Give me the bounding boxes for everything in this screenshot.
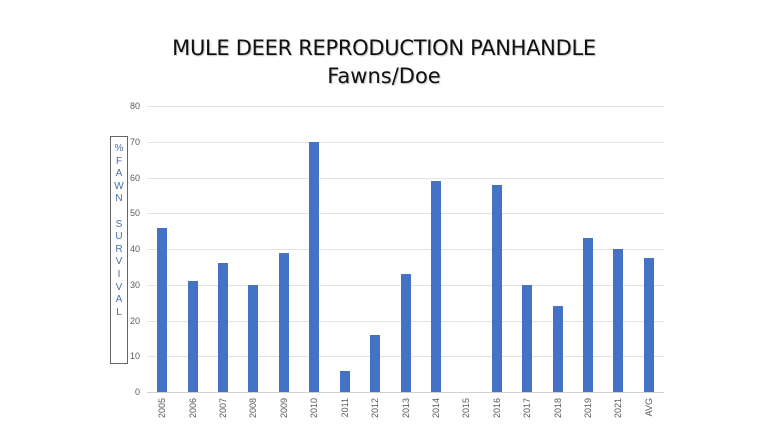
y-tick-label: 70 [129,136,140,147]
gridline [147,392,664,393]
y-axis-label-letter: L [116,306,122,318]
y-tick-label: 40 [129,244,140,254]
x-tick-label: 2013 [400,398,411,419]
y-axis-label-letter: A [115,168,123,180]
x-tick-label: 2010 [309,398,320,419]
y-axis-label-letter: V [115,281,123,293]
x-tick-label: 2008 [248,398,259,419]
x-tick-label: 2015 [461,398,472,419]
gridline [147,213,664,215]
bar [582,238,593,392]
y-tick-label: 60 [129,172,140,183]
y-axis-label-letter: F [115,155,123,167]
y-axis-label-letter: S [115,218,123,230]
bar [218,263,229,392]
x-tick-label: 2017 [522,398,533,419]
x-tick-label: 2005 [157,398,168,419]
x-tick-label: 2018 [552,398,563,419]
gridline [147,106,664,107]
y-axis-label-letter [111,206,127,219]
bar [157,227,168,392]
x-tick-label: 2007 [218,398,229,419]
y-tick-label: 10 [129,351,140,362]
bar [491,184,502,392]
y-tick-label: 30 [129,279,140,290]
y-tick-label: 50 [129,208,140,219]
bar [187,281,198,392]
y-axis-label-letter: A [115,294,123,306]
bar [613,249,624,392]
x-tick-label: 2012 [370,398,381,419]
chart-title: MULE DEER REPRODUCTION PANHANDLE [172,36,596,60]
bar [400,274,411,392]
bar [339,370,350,392]
y-tick-label: 80 [129,101,140,111]
x-tick-label: 2011 [339,398,350,418]
bar [370,334,381,392]
y-tick-label: 0 [134,387,140,397]
bar [552,306,563,392]
y-axis-label-letter: W [114,180,124,192]
x-tick-label: 2016 [491,398,502,419]
bar [278,252,289,392]
gridline [147,249,664,250]
plot-area [147,106,664,393]
y-axis-label-letter: U [115,231,123,243]
bar [248,284,259,392]
y-axis-label-letter: % [114,143,124,154]
y-axis-label-letter: N [115,193,123,205]
x-tick-label: 2021 [613,398,624,419]
y-axis-label-letter: I [117,268,121,280]
y-axis-label-letter: V [115,256,123,268]
bar [643,257,654,392]
chart-subtitle: Fawns/Doe [327,64,441,88]
bar [522,284,533,392]
bar [309,141,320,392]
x-tick-label: AVG [643,398,654,417]
gridline [147,177,664,179]
gridline [147,141,664,143]
y-tick-label: 20 [129,315,140,326]
x-tick-label: 2014 [430,398,441,419]
bar [430,181,441,392]
x-tick-label: 2019 [582,398,593,419]
x-tick-label: 2006 [187,398,198,419]
x-tick-label: 2009 [278,398,289,419]
y-axis-label-letter: R [115,243,123,255]
